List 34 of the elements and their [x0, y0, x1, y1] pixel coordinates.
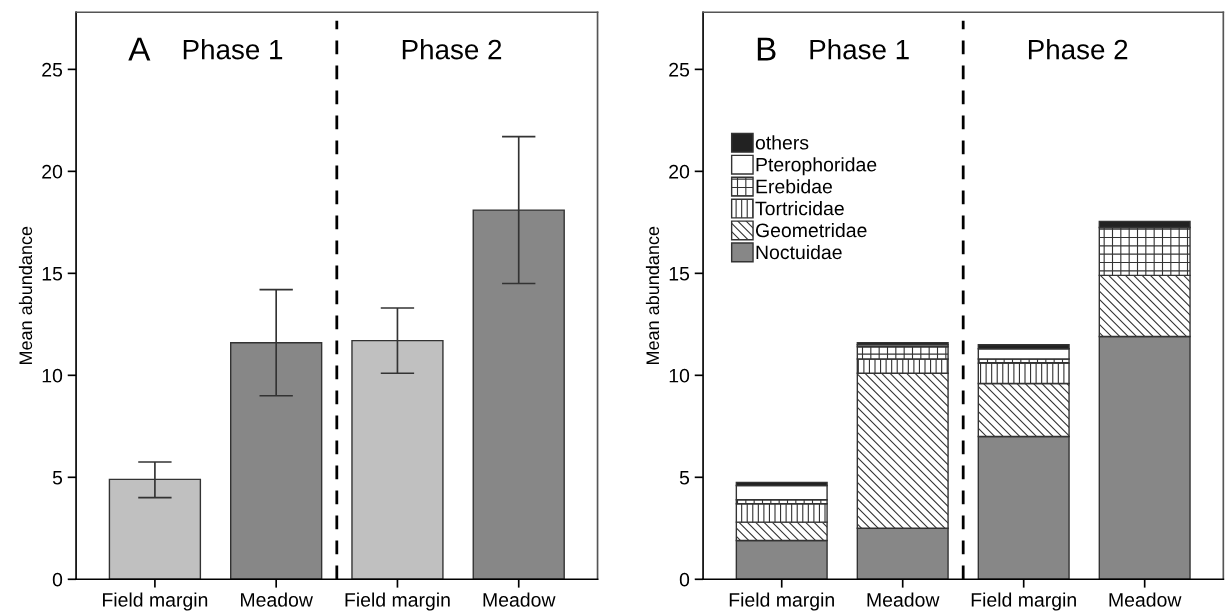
- y-tick-label: 5: [52, 470, 63, 485]
- x-tick-label: Meadow: [867, 592, 940, 607]
- y-axis-title: Mean abundance: [18, 226, 33, 365]
- legend-label: Noctuidae: [756, 244, 842, 260]
- y-axis-title: Mean abundance: [645, 226, 660, 365]
- legend-label: Erebidae: [756, 179, 832, 194]
- annotation: Phase 2: [1028, 39, 1128, 60]
- y-tick-label: 5: [679, 470, 690, 485]
- y-tick-label: 20: [669, 164, 690, 179]
- x-tick-label: Meadow: [1109, 592, 1182, 607]
- annotation: Phase 1: [810, 39, 909, 60]
- annotation: Phase 2: [402, 39, 502, 60]
- y-tick-label: 0: [52, 572, 63, 587]
- legend-label: others: [755, 135, 809, 150]
- x-tick-label: Field margin: [971, 592, 1076, 611]
- x-tick-label: Meadow: [483, 592, 556, 607]
- annotation: Phase 1: [183, 39, 283, 60]
- legend-label: Geometridae: [755, 222, 867, 238]
- x-tick-label: Field margin: [345, 592, 450, 611]
- y-tick-label: 0: [679, 572, 690, 587]
- y-tick-label: 15: [42, 267, 63, 281]
- y-tick-label: 25: [42, 62, 63, 77]
- y-tick-label: 10: [669, 368, 690, 383]
- legend-label: Pterophoridae: [756, 157, 877, 176]
- annotation: A: [128, 37, 151, 61]
- x-tick-label: Field margin: [729, 592, 834, 611]
- x-tick-label: Field margin: [103, 592, 208, 611]
- annotation: B: [757, 37, 776, 61]
- legend-label: Tortricidae: [755, 201, 844, 216]
- x-tick-label: Meadow: [241, 592, 313, 607]
- y-tick-label: 25: [669, 62, 690, 77]
- y-tick-label: 15: [669, 267, 690, 281]
- y-tick-label: 10: [42, 368, 63, 383]
- y-tick-label: 20: [42, 164, 63, 179]
